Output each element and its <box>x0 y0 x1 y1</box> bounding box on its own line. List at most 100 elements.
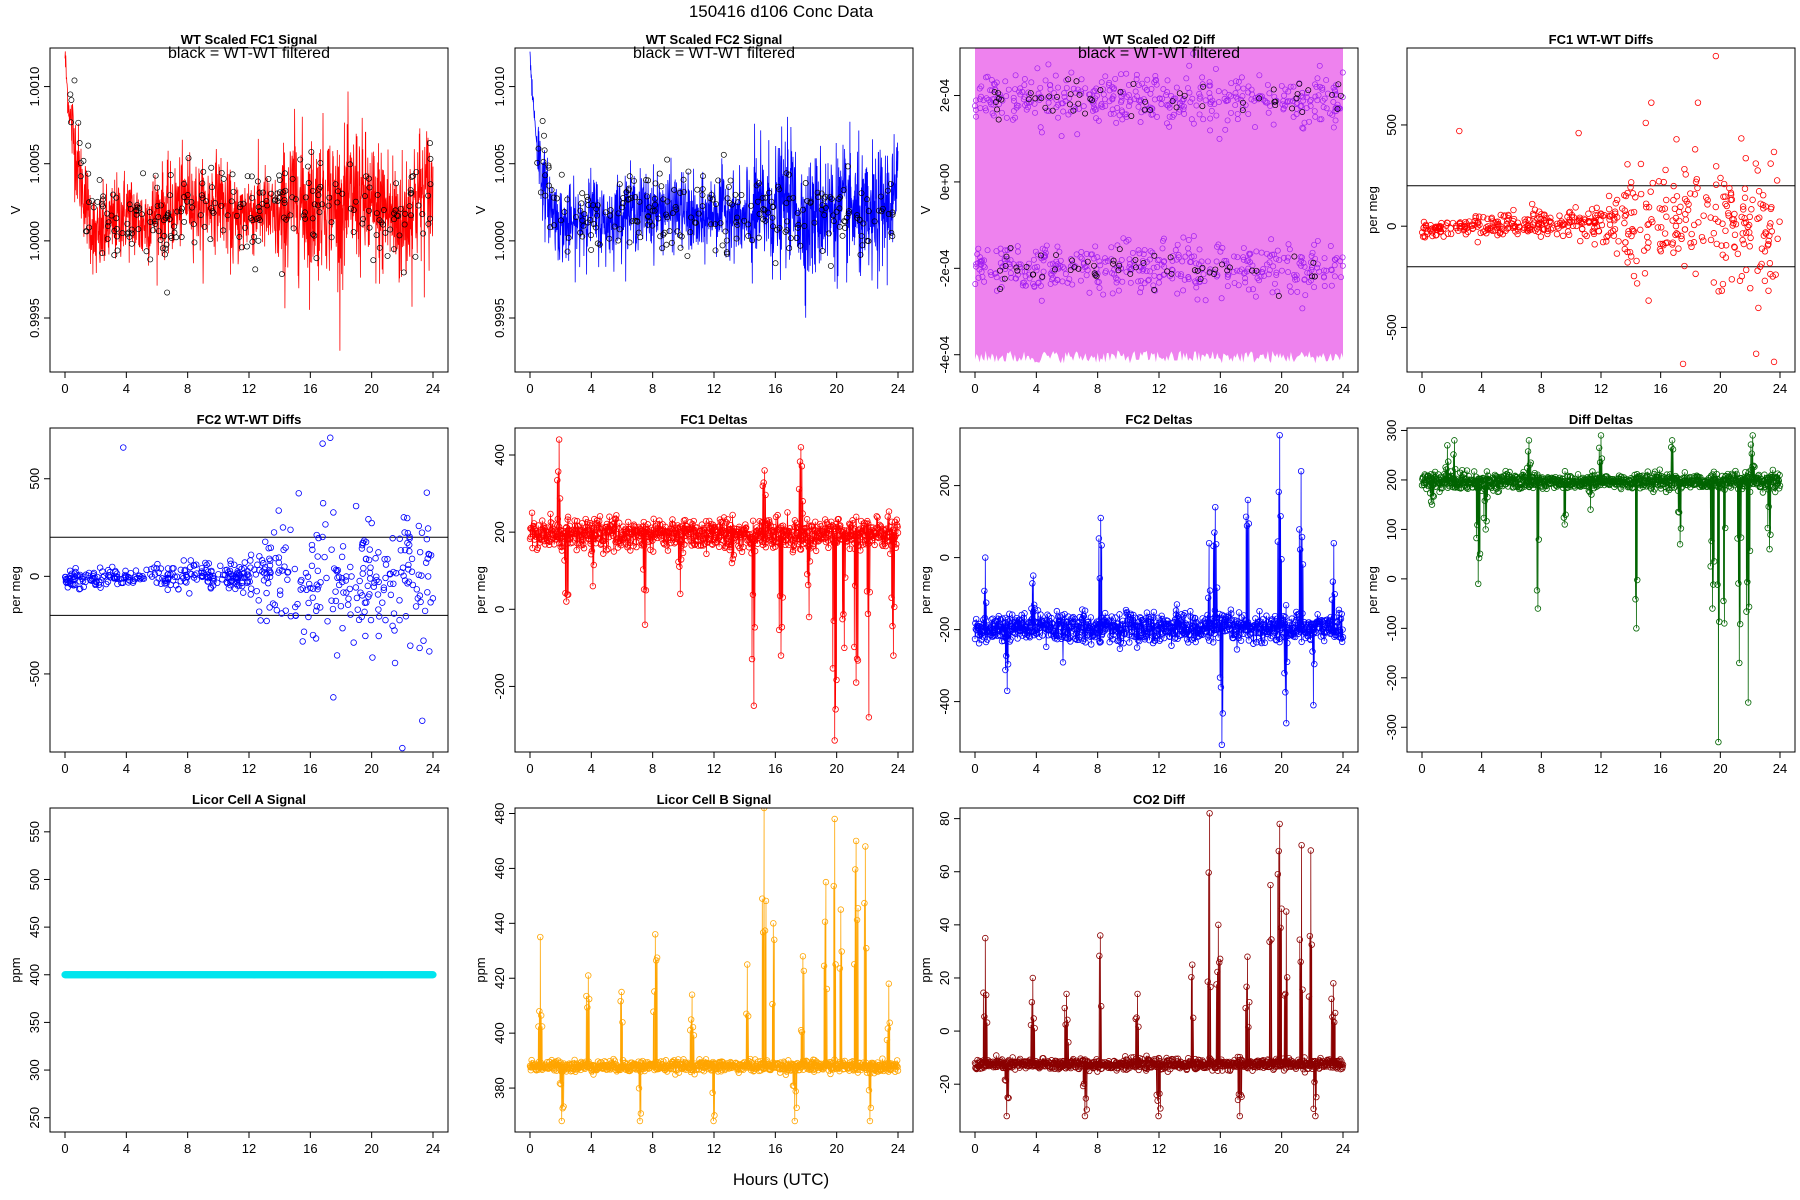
wtwt-point <box>1577 237 1584 245</box>
filtered-point <box>181 180 187 187</box>
diff-point <box>1309 249 1316 256</box>
delta-point <box>880 532 888 539</box>
diff-point <box>1245 111 1252 117</box>
x-tick-label: 16 <box>303 381 317 396</box>
filtered-point <box>108 212 115 219</box>
diff-point <box>1083 272 1090 279</box>
filtered-point <box>741 217 748 224</box>
filtered-point <box>657 233 664 240</box>
wtwt-point <box>121 571 129 579</box>
delta-point <box>1122 625 1129 632</box>
wtwt-outlier <box>1752 350 1760 357</box>
wtwt-point <box>259 568 266 575</box>
delta-point <box>1513 477 1521 484</box>
wtwt-point <box>356 577 363 585</box>
diff-point <box>1133 71 1140 78</box>
filtered-point <box>1132 256 1139 263</box>
filtered-point <box>1075 265 1082 272</box>
filtered-point <box>311 201 318 208</box>
delta-point <box>842 574 849 581</box>
filtered-point <box>997 286 1004 292</box>
filtered-point <box>105 219 112 226</box>
wtwt-point <box>79 575 86 582</box>
filtered-point <box>727 177 734 184</box>
wtwt-point <box>1483 224 1490 231</box>
wtwt-point <box>367 564 374 571</box>
delta-point <box>564 513 572 521</box>
diff-point <box>1113 279 1120 286</box>
filtered-point <box>807 199 814 206</box>
wtwt-point <box>1722 227 1729 234</box>
delta-point <box>1207 617 1214 624</box>
diff-point <box>1160 238 1166 244</box>
diff-point <box>1185 250 1192 257</box>
wtwt-point <box>332 588 339 595</box>
delta-point <box>982 599 990 606</box>
filtered-point <box>733 235 740 242</box>
delta-point <box>1088 641 1095 648</box>
wtwt-point <box>418 529 426 536</box>
wtwt-point <box>1671 205 1679 213</box>
wtwt-point <box>1707 236 1715 244</box>
filtered-point <box>579 217 586 224</box>
filtered-point <box>140 170 147 177</box>
filtered-point <box>181 194 187 200</box>
diff-point <box>1099 104 1106 111</box>
filtered-point <box>408 174 415 180</box>
y-tick-label: 0e+00 <box>937 164 952 201</box>
delta-point <box>596 513 604 520</box>
y-axis-label: per meg <box>8 566 23 614</box>
delta-point <box>1067 638 1074 645</box>
filtered-point <box>128 226 135 233</box>
filtered-point <box>760 206 767 213</box>
filtered-point <box>995 95 1002 102</box>
diff-point <box>1127 279 1134 286</box>
wtwt-point <box>416 548 424 556</box>
delta-point <box>825 526 833 534</box>
filtered-point <box>1042 104 1049 111</box>
diff-point <box>1245 83 1252 90</box>
diff-point <box>1160 258 1167 265</box>
filtered-point <box>1181 92 1188 99</box>
filtered-point <box>1052 266 1058 273</box>
wtwt-point <box>1773 177 1781 184</box>
filtered-point <box>558 171 565 178</box>
delta-point <box>1156 619 1163 627</box>
wtwt-point <box>270 529 278 536</box>
diff-point <box>991 81 998 88</box>
filtered-point <box>995 116 1002 123</box>
filtered-point <box>127 205 134 212</box>
o2-band <box>975 48 1343 364</box>
delta-point <box>981 587 988 595</box>
delta-point <box>1283 720 1290 727</box>
diff-point <box>1225 271 1232 278</box>
delta-point <box>852 582 859 589</box>
delta-point <box>789 548 796 556</box>
delta-point <box>1216 674 1224 681</box>
wtwt-point <box>1530 212 1537 219</box>
wtwt-point <box>1501 212 1508 219</box>
diff-point <box>1026 271 1033 278</box>
wtwt-point <box>1700 237 1707 244</box>
filtered-point <box>311 232 318 239</box>
filtered-point <box>1219 261 1226 268</box>
wtwt-point <box>114 574 121 581</box>
delta-point <box>1171 635 1178 642</box>
delta-point <box>878 541 886 548</box>
wtwt-point <box>1776 218 1783 225</box>
delta-point <box>749 591 757 598</box>
filtered-point <box>1197 276 1204 283</box>
delta-point <box>982 554 989 561</box>
wtwt-point <box>1734 250 1742 258</box>
diff-point <box>1230 269 1237 275</box>
filtered-point <box>147 219 154 225</box>
filtered-point <box>276 172 283 179</box>
wtwt-point <box>350 639 357 646</box>
diff-point <box>1196 95 1203 102</box>
wtwt-point <box>151 571 159 578</box>
delta-point <box>828 531 835 538</box>
x-tick-label: 0 <box>61 381 68 396</box>
delta-point <box>893 541 900 548</box>
wtwt-point <box>122 567 129 575</box>
delta-point <box>1030 617 1037 624</box>
